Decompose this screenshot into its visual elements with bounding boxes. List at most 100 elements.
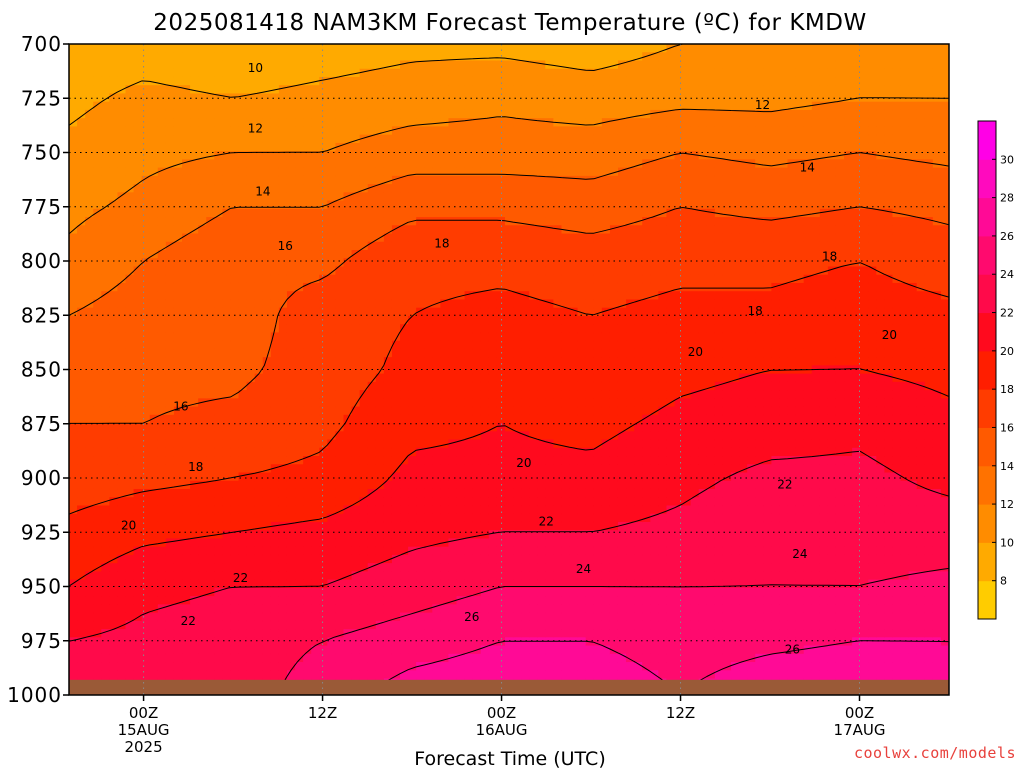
heat-cell [400, 192, 409, 202]
heat-cell [295, 464, 304, 474]
heat-cell [254, 217, 264, 226]
heat-cell [367, 307, 377, 317]
heat-cell [327, 596, 337, 605]
heat-cell [351, 381, 361, 391]
heat-cell [238, 68, 248, 78]
heat-cell [262, 464, 272, 474]
heat-cell [303, 93, 312, 103]
heat-cell [400, 60, 409, 70]
heat-cell [504, 200, 514, 210]
heat-cell [335, 225, 345, 235]
heat-cell [101, 472, 110, 482]
heat-cell [133, 373, 143, 383]
heat-cell [343, 332, 353, 342]
heat-cell [303, 670, 312, 680]
heat-cell [246, 431, 256, 441]
heat-cell [173, 175, 183, 185]
heat-cell [351, 118, 361, 127]
heat-cell [432, 670, 441, 680]
heat-cell [206, 142, 215, 152]
heat-cell [238, 340, 248, 350]
heat-cell [416, 629, 425, 638]
heat-cell [286, 68, 296, 78]
heat-cell [335, 447, 345, 457]
heat-cell [69, 348, 78, 358]
heat-cell [448, 571, 458, 581]
heat-cell [432, 653, 441, 663]
heat-cell [270, 423, 280, 432]
heat-cell [472, 480, 482, 490]
heat-cell [488, 126, 498, 136]
heat-cell [303, 250, 312, 259]
heat-cell [359, 439, 369, 449]
heat-cell [529, 274, 538, 284]
heat-cell [391, 118, 401, 127]
heat-cell [391, 217, 401, 226]
heat-cell [391, 538, 401, 548]
heat-cell [165, 530, 175, 540]
heat-cell [537, 151, 546, 160]
heat-cell [432, 250, 441, 259]
heat-cell [149, 579, 159, 589]
heat-cell [198, 151, 207, 160]
heat-cell [359, 241, 369, 251]
heat-cell [173, 530, 183, 540]
heat-cell [149, 299, 159, 309]
heat-cell [553, 670, 563, 680]
heat-cell [278, 167, 288, 177]
heat-cell [238, 546, 248, 556]
heat-cell [561, 208, 571, 218]
heat-cell [93, 406, 102, 416]
heat-cell [117, 480, 127, 490]
heat-cell [238, 142, 248, 152]
heat-cell [456, 60, 466, 70]
heat-cell [69, 398, 78, 408]
heat-cell [464, 159, 474, 169]
heat-cell [133, 315, 143, 325]
heat-cell [214, 200, 223, 210]
heat-cell [400, 472, 409, 482]
heat-cell [77, 340, 86, 350]
heat-cell [440, 390, 450, 399]
heat-cell [496, 604, 506, 614]
heat-cell [319, 546, 328, 556]
heat-cell [464, 670, 474, 680]
heat-cell [311, 629, 320, 638]
heat-cell [69, 126, 78, 136]
heat-cell [141, 447, 151, 457]
heat-cell [375, 126, 385, 136]
heat-cell [319, 118, 328, 127]
heat-cell [416, 546, 425, 556]
heat-cell [133, 348, 143, 358]
heat-cell [359, 521, 369, 531]
heat-cell [198, 282, 207, 292]
heat-cell [125, 241, 135, 251]
heat-cell [69, 414, 78, 424]
heat-cell [254, 200, 264, 210]
heat-cell [149, 464, 159, 474]
heat-cell [198, 587, 207, 597]
heat-cell [569, 464, 579, 474]
heat-cell [93, 142, 102, 152]
heat-cell [230, 604, 240, 614]
heat-cell [69, 307, 78, 317]
heat-cell [488, 472, 498, 482]
heat-cell [537, 645, 546, 655]
heat-cell [165, 480, 175, 490]
heat-cell [319, 175, 328, 185]
heat-cell [230, 250, 240, 259]
heat-cell [295, 118, 304, 127]
heat-cell [101, 233, 110, 243]
heat-cell [521, 414, 530, 424]
heat-cell [254, 414, 264, 424]
heat-cell [101, 431, 110, 441]
heat-cell [480, 456, 490, 465]
heat-cell [165, 307, 175, 317]
heat-cell [93, 554, 102, 564]
heat-cell [319, 76, 328, 86]
heat-cell [472, 620, 482, 630]
heat-cell [448, 250, 458, 259]
heat-cell [319, 439, 328, 449]
heat-cell [521, 348, 530, 358]
heat-cell [391, 159, 401, 169]
